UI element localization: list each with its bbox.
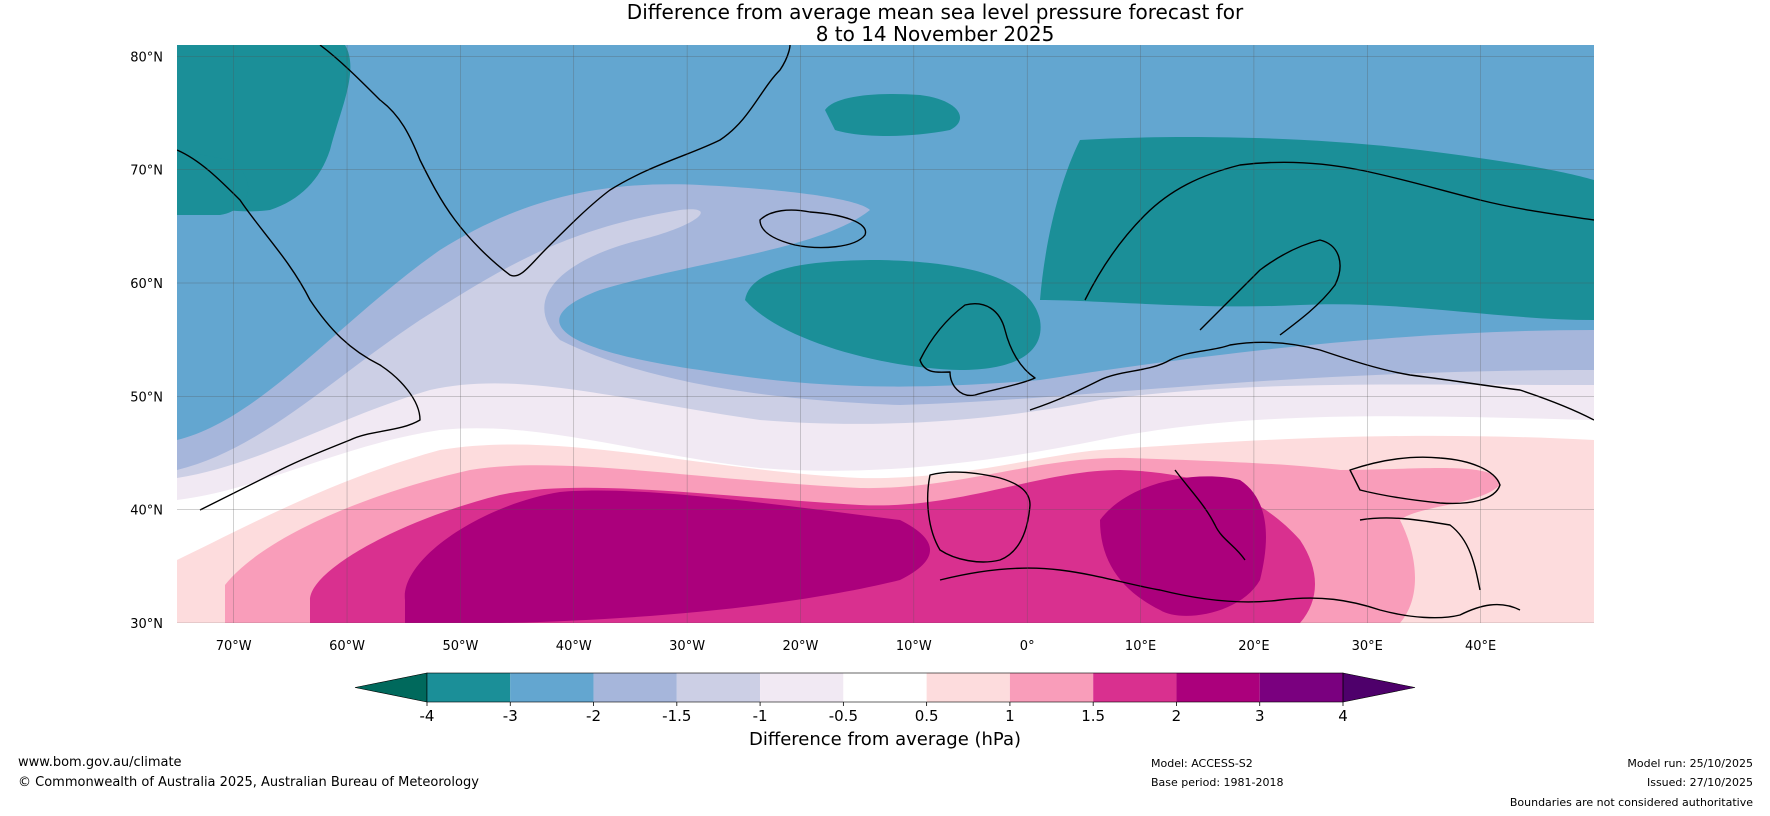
base-period: Base period: 1981-2018 — [1151, 776, 1284, 789]
baltic-coast — [1199, 239, 1341, 336]
scandinavia-coast — [1084, 161, 1594, 301]
colorbar-tick-label: -1 — [753, 707, 768, 725]
model-name: Model: ACCESS-S2 — [1151, 757, 1253, 770]
colorbar-tick-label: -3 — [503, 707, 518, 725]
band-minus3-to-minus4-labrador — [177, 150, 249, 215]
map-title-line2: 8 to 14 November 2025 — [815, 22, 1055, 46]
latitude-tick-label: 50°N — [130, 390, 163, 405]
latitude-labels: 80°N 70°N 60°N 50°N 40°N 30°N — [130, 50, 163, 632]
website-link[interactable]: www.bom.gov.au/climate — [18, 755, 182, 770]
colorbar-tick-label: 1 — [1005, 707, 1015, 725]
longitude-tick-label: 30°E — [1352, 639, 1383, 654]
issued-date: Issued: 27/10/2025 — [1646, 776, 1753, 789]
colorbar-tick-label: -0.5 — [829, 707, 858, 725]
east-med-coast — [1359, 517, 1481, 591]
colorbar-extend-high — [1342, 672, 1416, 703]
colorbar-segment — [926, 673, 1010, 702]
longitude-tick-label: 50°W — [442, 639, 478, 654]
colorbar-tick-label: 1.5 — [1081, 707, 1105, 725]
model-run-date: Model run: 25/10/2025 — [1627, 757, 1753, 770]
colorbar-segment — [676, 673, 761, 702]
longitude-tick-label: 40°W — [556, 639, 592, 654]
pressure-anomaly-field — [177, 45, 1594, 623]
colorbar-tick-label: -2 — [586, 707, 601, 725]
latitude-tick-label: 30°N — [130, 617, 163, 632]
british-isles-coast — [919, 303, 1036, 397]
colorbar-segment — [593, 673, 677, 702]
colorbar-extend-low — [354, 672, 428, 703]
colorbar-segment — [510, 673, 594, 702]
colorbar-segment — [760, 673, 844, 702]
band-minus3-to-minus4-iceland — [745, 260, 1041, 370]
longitude-tick-label: 0° — [1020, 639, 1035, 654]
latitude-tick-label: 70°N — [130, 164, 163, 179]
colorbar-segment — [1009, 673, 1094, 702]
band-2-to-3-med — [1100, 476, 1266, 616]
colorbar-segments — [354, 672, 1416, 703]
europe-coast — [1029, 341, 1594, 421]
colorbar-segment — [1093, 673, 1177, 702]
colorbar-segment — [1259, 673, 1343, 702]
longitude-labels: 70°W 60°W 50°W 40°W 30°W 20°W 10°W 0° 10°E 20°E 30… — [216, 639, 1497, 654]
colorbar-tick-label: 3 — [1255, 707, 1265, 725]
iberia-coast — [927, 471, 1031, 563]
colorbar-tick-label: 2 — [1172, 707, 1182, 725]
colorbar-tick-label: -1.5 — [662, 707, 691, 725]
longitude-tick-label: 20°E — [1238, 639, 1269, 654]
colorbar-segment — [1176, 673, 1260, 702]
africa-coast — [939, 567, 1521, 619]
italy-coast — [1174, 469, 1246, 561]
colorbar: -4 -3 -2 -1.5 -1 -0.5 0.5 1 1.5 2 3 4 Difference fr… — [354, 672, 1416, 750]
longitude-tick-label: 10°W — [896, 639, 932, 654]
longitude-tick-label: 30°W — [669, 639, 705, 654]
boundary-disclaimer: Boundaries are not considered authoritat… — [1509, 796, 1753, 809]
colorbar-segment — [843, 673, 927, 702]
latitude-tick-label: 60°N — [130, 277, 163, 292]
latitude-tick-label: 80°N — [130, 50, 163, 65]
coastlines — [177, 45, 1594, 619]
band-minus3-to-minus4-greenland — [825, 93, 960, 136]
black-sea-coast — [1349, 456, 1501, 505]
greenland-coast — [319, 45, 791, 277]
graticule — [177, 45, 1594, 623]
band-minus3-to-minus4-scandinavia — [1040, 137, 1594, 320]
band-2-to-3 — [404, 490, 930, 623]
longitude-tick-label: 70°W — [216, 639, 252, 654]
iceland-coast — [759, 209, 867, 249]
colorbar-segment — [427, 673, 511, 702]
colorbar-tick-label: 4 — [1338, 707, 1348, 725]
colorbar-title: Difference from average (hPa) — [749, 729, 1021, 750]
title-block: Difference from average mean sea level p… — [0, 0, 1770, 48]
longitude-tick-label: 10°E — [1125, 639, 1156, 654]
colorbar-outline — [426, 672, 1344, 703]
labrador-coast — [177, 149, 421, 511]
latitude-tick-label: 40°N — [130, 504, 163, 519]
map-panel: 80°N 70°N 60°N 50°N 40°N 30°N 70°W 60°W 50°W 40°… — [130, 45, 1594, 654]
longitude-tick-label: 60°W — [329, 639, 365, 654]
copyright-notice: © Commonwealth of Australia 2025, Austra… — [18, 775, 479, 790]
colorbar-tick-label: -4 — [420, 707, 435, 725]
longitude-tick-label: 40°E — [1465, 639, 1496, 654]
colorbar-tick-label: 0.5 — [915, 707, 939, 725]
colorbar-tick-labels: -4 -3 -2 -1.5 -1 -0.5 0.5 1 1.5 2 3 4 — [420, 702, 1348, 725]
longitude-tick-label: 20°W — [783, 639, 819, 654]
map-title-line1: Difference from average mean sea level p… — [626, 0, 1244, 24]
